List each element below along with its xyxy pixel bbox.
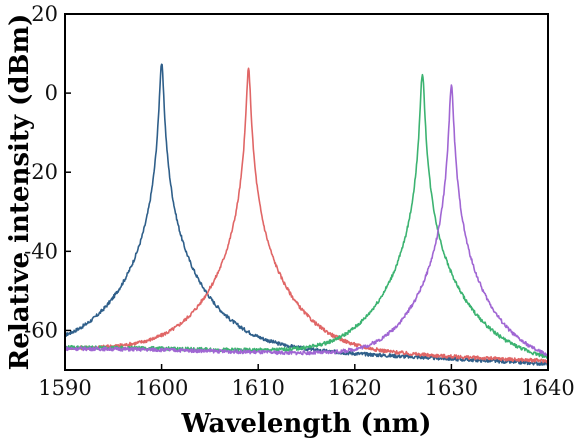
series-line-4 [64, 84, 549, 357]
x-tick-label: 1590 [38, 376, 91, 400]
y-tick-label: -40 [24, 239, 58, 263]
x-tick-label: 1610 [231, 376, 284, 400]
y-axis-title: Relative intensity (dBm) [5, 14, 35, 371]
x-tick-label: 1620 [328, 376, 381, 400]
x-tick-label: 1640 [521, 376, 574, 400]
ticks-layer: 1590 1600 1610 1620 1630 1640 20 0 -20 -40 -60 [24, 2, 575, 400]
x-axis-title: Wavelength (nm) [181, 409, 432, 439]
y-tick-label: 0 [45, 81, 58, 105]
y-tick-label: 20 [31, 2, 58, 26]
y-tick-label: -60 [24, 318, 58, 342]
x-tick-label: 1600 [135, 376, 188, 400]
x-tick-label: 1630 [425, 376, 478, 400]
series-line-2 [64, 67, 549, 364]
series-line-1 [64, 63, 549, 367]
series-layer [64, 63, 549, 367]
plot-frame [64, 13, 549, 371]
y-tick-label: -20 [24, 160, 58, 184]
series-line-3 [64, 73, 549, 360]
